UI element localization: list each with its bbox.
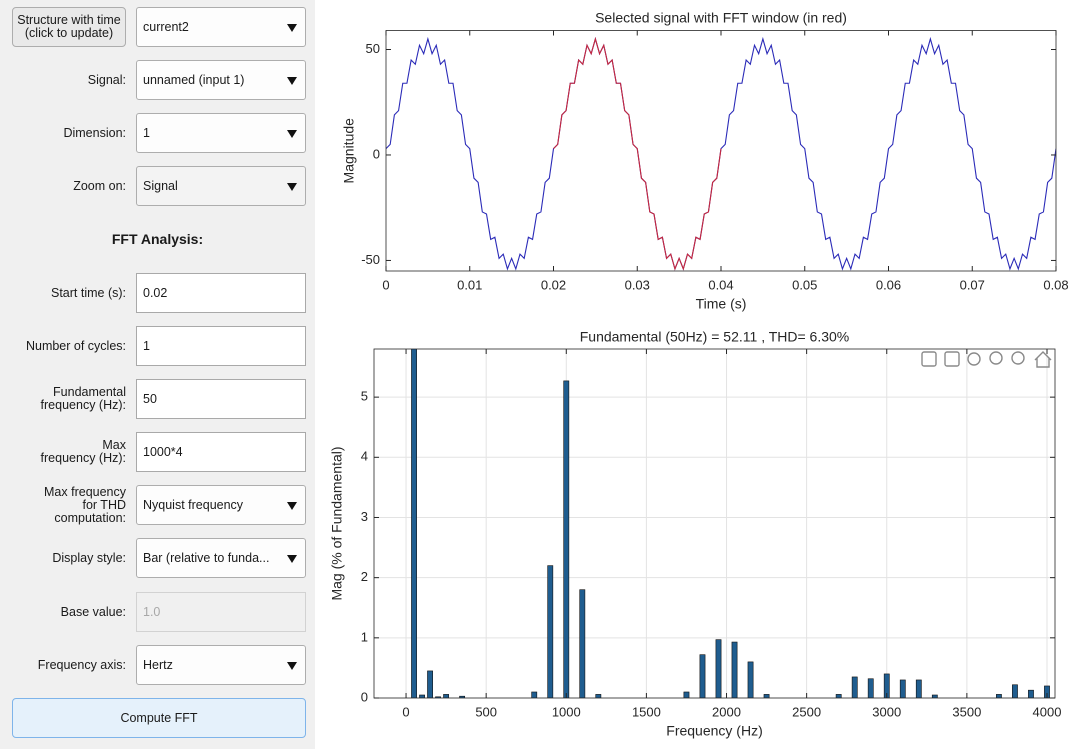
x-tick-label: 1000: [552, 704, 581, 719]
chart-title: Selected signal with FFT window (in red): [595, 10, 847, 26]
bar: [899, 679, 906, 698]
structure-dropdown[interactable]: current2: [136, 7, 306, 47]
field-label: Dimension:: [63, 125, 126, 140]
plot-toolbar: [921, 351, 1052, 368]
bar: [427, 670, 433, 698]
y-tick-label: 4: [361, 449, 368, 464]
dropdown-field[interactable]: 1: [136, 113, 306, 153]
dropdown-field[interactable]: Nyquist frequency: [136, 485, 306, 525]
bar: [931, 694, 938, 698]
bar: [915, 679, 922, 698]
tool-icon[interactable]: [967, 352, 981, 366]
input-field[interactable]: 50: [136, 379, 306, 419]
x-tick-label: 0.04: [708, 277, 733, 292]
data-layer: [411, 349, 1050, 698]
x-tick-label: 3000: [872, 704, 901, 719]
x-tick-label: 500: [475, 704, 497, 719]
y-tick-label: 50: [366, 41, 380, 56]
bar: [851, 676, 858, 698]
y-tick-label: 3: [361, 509, 368, 524]
bar: [547, 565, 554, 698]
field-label: Frequency axis:: [37, 657, 126, 672]
y-tick-label: 0: [373, 146, 380, 161]
field-label: Zoom on:: [73, 178, 126, 193]
x-axis-label: Frequency (Hz): [666, 723, 762, 739]
x-tick-label: 3500: [952, 704, 981, 719]
bar: [563, 380, 570, 698]
y-axis-label: Magnitude: [341, 118, 357, 184]
dropdown-field[interactable]: Signal: [136, 166, 306, 206]
input-field[interactable]: 1: [136, 326, 306, 366]
field-label: Start time (s):: [50, 285, 126, 300]
field-label: Fundamental frequency (Hz):: [40, 385, 126, 412]
dropdown-field[interactable]: Bar (relative to funda...: [136, 538, 306, 578]
structure-button[interactable]: Structure with time (click to update): [12, 7, 126, 47]
bar: [731, 641, 738, 698]
home-icon[interactable]: [1034, 351, 1052, 368]
bar: [763, 694, 770, 698]
plot-area: [374, 349, 1055, 698]
x-tick-label: 0.03: [625, 277, 650, 292]
x-tick-label: 0.01: [457, 277, 482, 292]
x-tick-label: 0: [402, 704, 409, 719]
x-tick-label: 0.08: [1043, 277, 1068, 292]
tool-icon[interactable]: [921, 351, 937, 367]
field-label: Display style:: [52, 550, 126, 565]
zoom-in-icon[interactable]: [989, 351, 1003, 365]
x-tick-label: 0.05: [792, 277, 817, 292]
x-tick-label: 0: [382, 277, 389, 292]
section-title: FFT Analysis:: [111, 231, 204, 247]
field-label: Max frequency for THD computation:: [44, 484, 126, 525]
control-panel: Structure with time (click to update) cur…: [0, 0, 315, 749]
bar: [867, 678, 874, 698]
signal-line: [553, 36, 722, 271]
x-tick-label: 4000: [1033, 704, 1062, 719]
dropdown-field[interactable]: Hertz: [136, 645, 306, 685]
y-tick-label: 0: [361, 689, 368, 704]
bar: [835, 694, 842, 698]
bar: [595, 694, 602, 698]
x-tick-label: 2500: [792, 704, 821, 719]
x-tick-label: 2000: [712, 704, 741, 719]
bar: [699, 654, 706, 698]
axes-box: [373, 348, 1056, 699]
input-field[interactable]: 1000*4: [136, 432, 306, 472]
y-axis-label: Mag (% of Fundamental): [329, 446, 345, 600]
input-field[interactable]: 0.02: [136, 273, 306, 313]
x-tick-label: 0.07: [960, 277, 985, 292]
field-label: Signal:: [87, 72, 126, 87]
bar: [443, 694, 450, 698]
y-tick-label: 2: [361, 569, 368, 584]
field-label: Max frequency (Hz):: [40, 438, 126, 465]
dropdown-field[interactable]: unnamed (input 1): [136, 60, 306, 100]
x-axis-label: Time (s): [696, 296, 747, 312]
bar: [411, 349, 417, 698]
bar: [683, 691, 690, 698]
field-label: Base value:: [60, 604, 126, 619]
bar: [996, 694, 1002, 698]
y-tick-label: 1: [361, 629, 368, 644]
bar: [1028, 689, 1034, 698]
disabled-field: 1.0: [136, 592, 306, 632]
compute-button[interactable]: Compute FFT: [12, 698, 306, 738]
field-label: Number of cycles:: [25, 338, 126, 353]
tool-icon[interactable]: [944, 351, 960, 367]
bar: [579, 589, 586, 698]
bar: [531, 691, 538, 698]
x-tick-label: 1500: [632, 704, 661, 719]
y-tick-label: 5: [361, 389, 368, 404]
bar: [747, 661, 754, 698]
y-tick-label: -50: [361, 252, 380, 267]
data-layer: [386, 36, 1056, 271]
bar: [435, 696, 441, 698]
zoom-out-icon[interactable]: [1011, 351, 1025, 365]
x-tick-label: 0.02: [541, 277, 566, 292]
chart-title: Fundamental (50Hz) = 52.11 , THD= 6.30%: [580, 329, 850, 345]
bar: [419, 694, 425, 698]
bar: [715, 639, 722, 698]
bar: [1012, 684, 1018, 698]
x-tick-label: 0.06: [876, 277, 901, 292]
